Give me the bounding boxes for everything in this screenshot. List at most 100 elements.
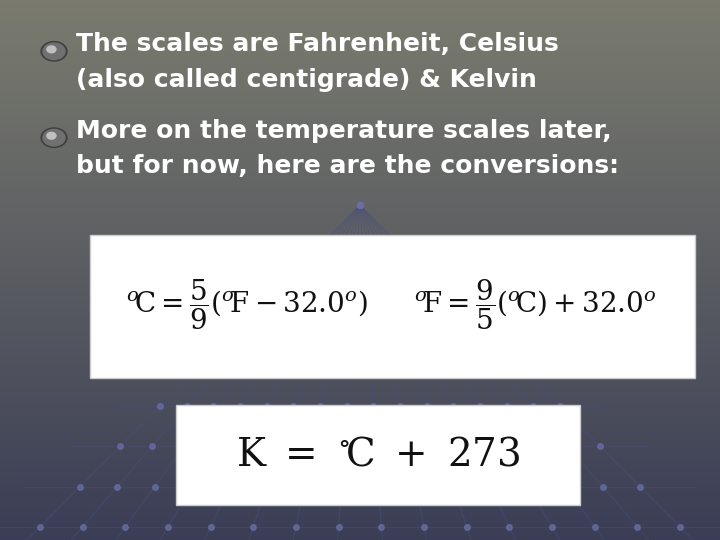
Bar	[0, 392, 720, 394]
Bar	[0, 267, 720, 270]
Bar	[0, 418, 720, 421]
Bar	[0, 202, 720, 205]
Bar	[0, 176, 720, 178]
Bar	[0, 219, 720, 221]
Bar	[0, 238, 720, 240]
Bar	[0, 348, 720, 351]
Bar	[0, 251, 720, 254]
Bar	[0, 324, 720, 327]
Bar	[0, 321, 720, 324]
Circle shape	[43, 43, 65, 59]
Bar	[0, 208, 720, 211]
Bar	[0, 194, 720, 197]
Bar	[0, 22, 720, 24]
Bar	[0, 76, 720, 78]
Bar	[0, 130, 720, 132]
Bar	[0, 235, 720, 238]
Bar	[0, 489, 720, 491]
Circle shape	[47, 132, 56, 139]
Bar	[0, 362, 720, 364]
Bar	[0, 200, 720, 202]
Bar	[0, 424, 720, 427]
Bar	[0, 38, 720, 40]
Bar	[0, 246, 720, 248]
Bar	[0, 143, 720, 146]
Bar	[0, 186, 720, 189]
Bar	[0, 300, 720, 302]
Bar	[0, 378, 720, 381]
Bar	[0, 432, 720, 435]
Bar	[0, 375, 720, 378]
Bar	[0, 122, 720, 124]
Bar	[0, 213, 720, 216]
Bar	[0, 518, 720, 521]
Bar	[0, 189, 720, 192]
Bar	[0, 59, 720, 62]
Bar	[0, 256, 720, 259]
Bar	[0, 221, 720, 224]
Bar	[0, 448, 720, 451]
Bar	[0, 400, 720, 402]
Bar	[0, 248, 720, 251]
Bar	[0, 332, 720, 335]
Text: More on the temperature scales later,: More on the temperature scales later,	[76, 119, 611, 143]
Bar	[0, 383, 720, 386]
Bar	[0, 526, 720, 529]
Bar	[0, 381, 720, 383]
Bar	[0, 51, 720, 54]
Bar	[0, 259, 720, 262]
Bar	[0, 446, 720, 448]
Bar	[0, 165, 720, 167]
Bar	[0, 243, 720, 246]
Bar	[0, 316, 720, 319]
Bar	[0, 73, 720, 76]
Bar	[0, 116, 720, 119]
Bar	[0, 184, 720, 186]
Bar	[0, 359, 720, 362]
FancyBboxPatch shape	[90, 235, 695, 378]
Bar	[0, 127, 720, 130]
Text: but for now, here are the conversions:: but for now, here are the conversions:	[76, 154, 618, 178]
Bar	[0, 192, 720, 194]
Bar	[0, 14, 720, 16]
Text: ${}^{o}\!\mathrm{F} = \dfrac{9}{5}({}^{o}\!\mathrm{C}) + 32.0^{o}$: ${}^{o}\!\mathrm{F} = \dfrac{9}{5}({}^{o…	[414, 278, 657, 333]
Bar	[0, 205, 720, 208]
Bar	[0, 62, 720, 65]
Bar	[0, 154, 720, 157]
Bar	[0, 394, 720, 397]
Bar	[0, 105, 720, 108]
Bar	[0, 532, 720, 535]
Bar	[0, 502, 720, 505]
Text: (also called centigrade) & Kelvin: (also called centigrade) & Kelvin	[76, 68, 536, 91]
Bar	[0, 140, 720, 143]
Bar	[0, 459, 720, 462]
Bar	[0, 343, 720, 346]
Bar	[0, 89, 720, 92]
Bar	[0, 151, 720, 154]
Bar	[0, 364, 720, 367]
Bar	[0, 310, 720, 313]
Bar	[0, 491, 720, 494]
Bar	[0, 456, 720, 459]
Bar	[0, 35, 720, 38]
Bar	[0, 84, 720, 86]
Bar	[0, 367, 720, 370]
Text: ${}^{o}\!\mathrm{C} = \dfrac{5}{9}({}^{o}\!\mathrm{F} - 32.0^{o})$: ${}^{o}\!\mathrm{C} = \dfrac{5}{9}({}^{o…	[126, 278, 368, 333]
Bar	[0, 0, 720, 3]
Bar	[0, 440, 720, 443]
Bar	[0, 92, 720, 94]
Bar	[0, 354, 720, 356]
Circle shape	[41, 42, 67, 61]
Bar	[0, 78, 720, 81]
Bar	[0, 24, 720, 27]
Bar	[0, 292, 720, 294]
Bar	[0, 262, 720, 265]
Bar	[0, 437, 720, 440]
Bar	[0, 135, 720, 138]
Bar	[0, 286, 720, 289]
Bar	[0, 103, 720, 105]
Bar	[0, 97, 720, 100]
Bar	[0, 224, 720, 227]
Bar	[0, 297, 720, 300]
Bar	[0, 284, 720, 286]
